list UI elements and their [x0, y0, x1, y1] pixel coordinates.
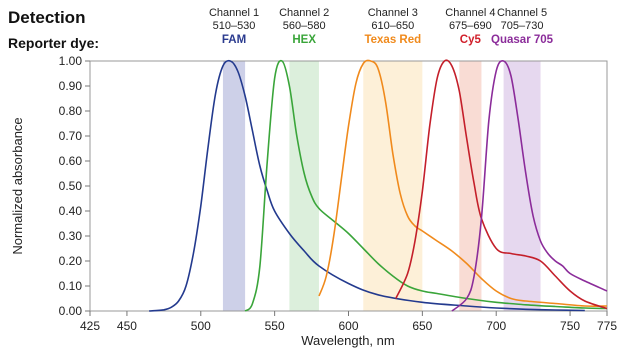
series-line-quasar-705 [451, 59, 608, 312]
channel-name: Channel 2 [279, 7, 329, 19]
y-tick-label: 0.90 [59, 79, 83, 93]
x-axis: 425 450 500 550 600 650 700 750 775 [80, 311, 617, 333]
channel-name: Channel 1 [209, 7, 259, 19]
dye-label: FAM [222, 34, 246, 46]
header-subtitle: Reporter dye: [8, 35, 99, 51]
y-tick-label: 1.00 [59, 54, 83, 68]
series-line-fam [149, 59, 585, 312]
channel-range: 675–690 [449, 20, 492, 32]
channel-range: 560–580 [283, 20, 326, 32]
x-tick-label: 700 [486, 319, 506, 333]
channel-band [363, 61, 423, 311]
y-tick-label: 0.30 [59, 229, 83, 243]
series-line-texas-red [318, 59, 608, 307]
dye-label: Cy5 [460, 34, 482, 46]
channel-name: Channel 4 [445, 7, 495, 19]
y-tick-label: 0.70 [59, 129, 83, 143]
y-tick-label: 0.80 [59, 104, 83, 118]
channel-range: 610–650 [371, 20, 414, 32]
x-tick-label: 775 [597, 319, 617, 333]
y-axis: 0.00 0.10 0.20 0.30 0.40 0.50 0.60 0.70 0.80 0.90… [59, 54, 90, 318]
y-tick-label: 0.00 [59, 304, 83, 318]
x-tick-label: 450 [117, 319, 137, 333]
dye-label: Quasar 705 [491, 34, 554, 46]
x-axis-label: Wavelength, nm [301, 333, 394, 348]
channel-band [459, 61, 482, 311]
y-tick-label: 0.10 [59, 279, 83, 293]
y-tick-label: 0.40 [59, 204, 83, 218]
y-tick-label: 0.50 [59, 179, 83, 193]
x-tick-label: 750 [560, 319, 580, 333]
y-tick-label: 0.60 [59, 154, 83, 168]
x-tick-label: 600 [338, 319, 358, 333]
channel-name: Channel 5 [497, 7, 547, 19]
x-tick-label: 550 [265, 319, 285, 333]
channel-bands [222, 61, 541, 311]
x-tick-label: 650 [412, 319, 432, 333]
header-title: Detection [8, 8, 85, 27]
dye-label: HEX [292, 34, 316, 46]
series-line-cy5 [395, 59, 608, 310]
channel-range: 510–530 [213, 20, 256, 32]
channel-band [222, 61, 246, 311]
x-tick-label: 500 [191, 319, 211, 333]
channel-band [503, 61, 541, 311]
channel-band [289, 61, 319, 311]
x-tick-label: 425 [80, 319, 100, 333]
y-tick-label: 0.20 [59, 254, 83, 268]
channel-name: Channel 3 [368, 7, 418, 19]
channel-range: 705–730 [501, 20, 544, 32]
y-axis-label: Normalized absorbance [10, 117, 25, 254]
series-lines [149, 59, 608, 312]
series-line-hex [244, 59, 608, 312]
dye-label: Texas Red [364, 34, 421, 46]
